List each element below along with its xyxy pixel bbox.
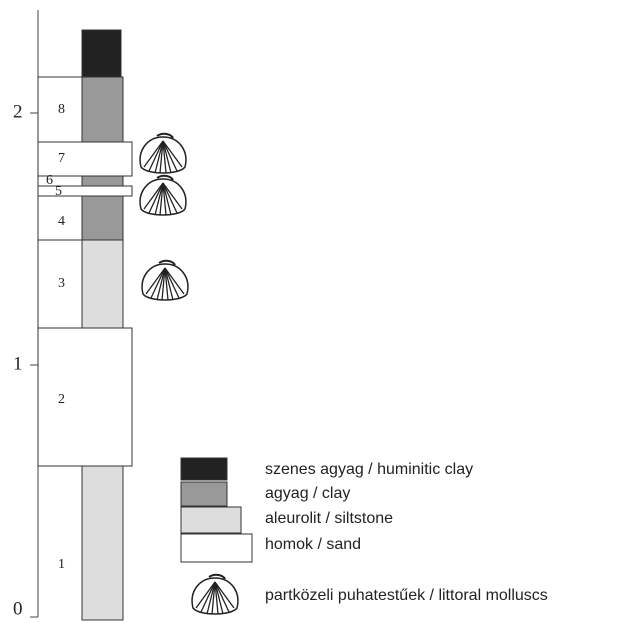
legend — [181, 458, 252, 562]
legend-label: homok / sand — [265, 536, 361, 553]
shell-icon — [140, 134, 186, 173]
legend-label: aleurolit / siltstone — [265, 510, 393, 527]
legend-label: szenes agyag / huminitic clay — [265, 461, 473, 478]
axis-label: 0 — [13, 598, 23, 619]
layer-label: 5 — [55, 184, 62, 199]
legend-label: agyag / clay — [265, 485, 350, 502]
shell-icon — [192, 575, 238, 614]
stratigraphic-column: 0 1 2 1 2 3 4 5 6 7 8 szenes agyag / hum… — [0, 0, 635, 623]
legend-label: partközeli puhatestűek / littoral mollus… — [265, 587, 548, 604]
layer-label: 1 — [58, 557, 65, 572]
shell-icon — [142, 261, 188, 300]
axis-label: 1 — [13, 353, 23, 374]
layer-label: 8 — [58, 102, 65, 117]
layer-label: 3 — [58, 276, 65, 291]
axis — [30, 10, 38, 617]
layer-label: 7 — [58, 151, 65, 166]
layer-label: 2 — [58, 392, 65, 407]
layer-label: 6 — [46, 173, 53, 188]
shell-icon — [140, 176, 186, 215]
layer-label: 4 — [58, 214, 65, 229]
lithology — [38, 30, 132, 620]
axis-label: 2 — [13, 101, 23, 122]
